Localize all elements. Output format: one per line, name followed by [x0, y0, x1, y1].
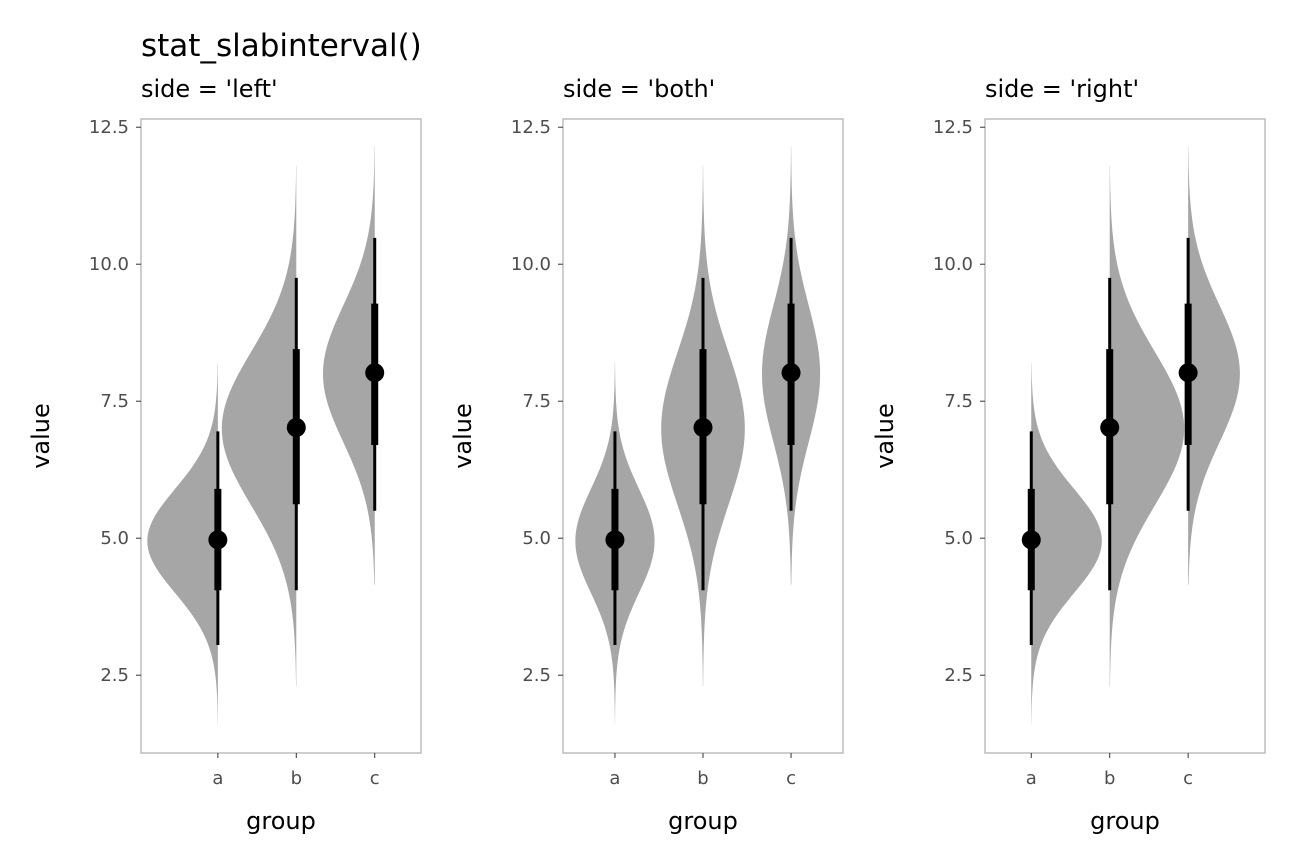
y-tick-label: 10.0	[933, 254, 973, 275]
y-tick-label: 10.0	[511, 254, 551, 275]
panel-right: side = 'right' 2.5 5.0 7.5 10.0 12.5 value grou…	[871, 75, 1266, 835]
x-axis-title: group	[668, 807, 738, 835]
panel-both: side = 'both' 2.5 5.0 7.5 10.0 12.5 value group…	[449, 75, 844, 835]
panel-subtitle: side = 'right'	[985, 75, 1139, 103]
chart-title: stat_slabinterval()	[141, 28, 422, 64]
panel-border	[140, 118, 422, 754]
y-tick-label: 5.0	[100, 528, 129, 549]
y-tick-label: 5.0	[944, 528, 973, 549]
panel-subtitle: side = 'both'	[563, 75, 715, 103]
x-tick-label: c	[370, 768, 380, 789]
panel-subtitle: side = 'left'	[141, 75, 278, 103]
x-axis-title: group	[1090, 807, 1160, 835]
x-tick-label: b	[291, 768, 302, 789]
y-tick-label: 7.5	[100, 391, 129, 412]
median-point-c	[1178, 363, 1198, 383]
slab-b	[1109, 165, 1185, 687]
median-point-b	[693, 418, 713, 438]
y-tick-label: 10.0	[89, 254, 129, 275]
y-tick-label: 2.5	[100, 665, 129, 686]
slab-b	[221, 165, 297, 687]
y-tick-label: 2.5	[522, 665, 551, 686]
slab-c	[1188, 146, 1240, 585]
y-tick-label: 12.5	[933, 117, 973, 138]
x-tick-label: a	[609, 768, 620, 789]
y-axis-title: value	[871, 403, 899, 469]
median-point-c	[781, 363, 801, 383]
x-axis-title: group	[246, 807, 316, 835]
x-tick-label: c	[1183, 768, 1193, 789]
x-tick-label: a	[212, 768, 223, 789]
median-point-a	[208, 530, 228, 550]
x-tick-label: a	[1026, 768, 1037, 789]
slab-a	[147, 362, 218, 725]
slab-c	[323, 146, 375, 585]
median-point-c	[365, 363, 385, 383]
x-tick-label: b	[697, 768, 708, 789]
panel-border	[984, 118, 1266, 754]
y-tick-label: 7.5	[944, 391, 973, 412]
y-axis-title: value	[27, 403, 55, 469]
y-tick-label: 12.5	[89, 117, 129, 138]
y-axis-title: value	[449, 403, 477, 469]
y-tick-label: 12.5	[511, 117, 551, 138]
x-tick-label: b	[1104, 768, 1115, 789]
y-tick-label: 7.5	[522, 391, 551, 412]
median-point-b	[286, 418, 306, 438]
x-tick-label: c	[786, 768, 796, 789]
slab-a	[1031, 362, 1102, 725]
median-point-b	[1100, 418, 1120, 438]
panel-left: side = 'left' 2.5 5.0 7.5 10.0 12.5 value group…	[27, 75, 422, 835]
y-tick-label: 2.5	[944, 665, 973, 686]
median-point-a	[1021, 530, 1041, 550]
median-point-a	[605, 530, 625, 550]
y-tick-label: 5.0	[522, 528, 551, 549]
